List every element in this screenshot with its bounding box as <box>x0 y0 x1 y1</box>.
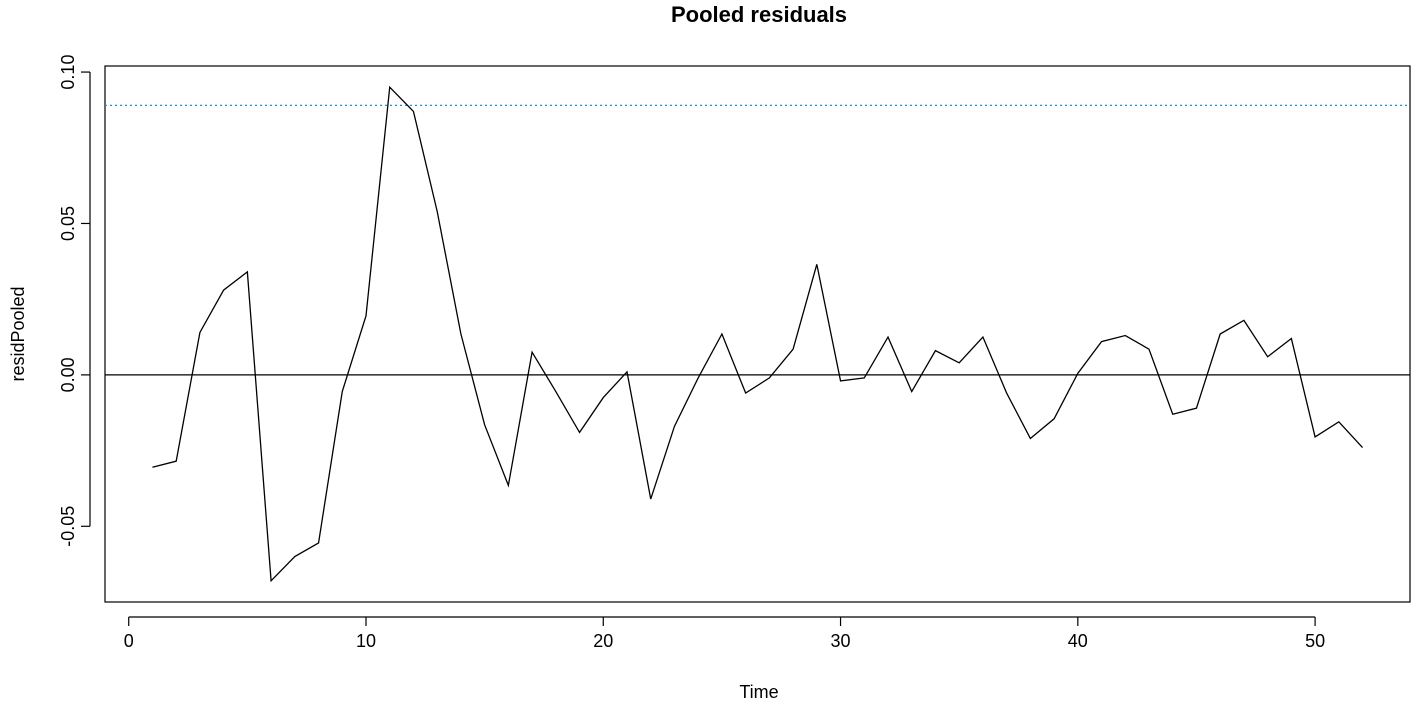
y-tick-label-1: 0.00 <box>58 357 78 392</box>
x-tick-label-2: 20 <box>593 631 613 651</box>
x-axis-label: Time <box>739 682 778 702</box>
x-tick-label-0: 0 <box>124 631 134 651</box>
series-points <box>152 87 1362 581</box>
chart-title: Pooled residuals <box>671 2 847 27</box>
x-tick-label-3: 30 <box>831 631 851 651</box>
y-tick-label-2: 0.05 <box>58 206 78 241</box>
x-tick-label-4: 40 <box>1068 631 1088 651</box>
x-tick-label-1: 10 <box>356 631 376 651</box>
plot-frame <box>104 65 1411 603</box>
series-line <box>152 85 1364 583</box>
y-tick-label-3: 0.10 <box>58 55 78 90</box>
y-tick-label-0: -0.05 <box>58 506 78 547</box>
x-tick-label-5: 50 <box>1305 631 1325 651</box>
reference-lines <box>105 104 1410 376</box>
x-axis: 0 10 20 30 40 50 <box>124 616 1325 651</box>
y-axis: -0.05 0.00 0.05 0.10 <box>58 55 91 547</box>
y-axis-label: residPooled <box>8 286 28 381</box>
